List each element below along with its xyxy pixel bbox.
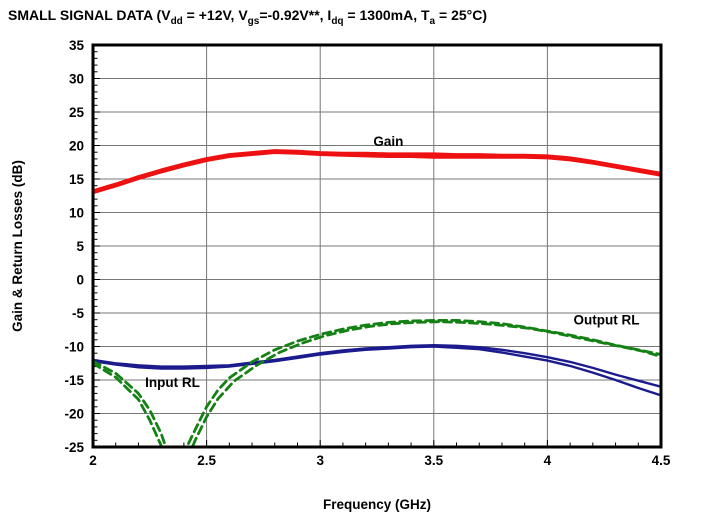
title-subscript: dq [331,16,344,27]
curves-group [93,149,661,447]
title-subscript: a [429,16,436,27]
x-tick-label: 2 [89,453,97,468]
plot-frame [91,43,663,449]
title-text: = 25°C) [435,7,488,23]
input-rl-label: Input RL [145,375,200,390]
y-tick-label: 0 [76,273,84,288]
title-subscript: gs [247,16,260,27]
input-rl-trace-2-curve [93,345,661,397]
x-tick-label: 2.5 [197,453,216,468]
title-text: =-0.92V**, I [259,7,332,23]
y-tick-label: -25 [64,440,84,455]
output-rl-trace-2-curve [93,320,661,447]
y-tick-label: 30 [69,72,84,87]
x-tick-label: 4.5 [652,453,671,468]
y-tick-label: 5 [76,239,84,254]
gain-trace-2-curve [93,149,661,193]
y-tick-label: -20 [64,407,84,422]
title-text: SMALL SIGNAL DATA (V [8,7,171,23]
output-rl-curve [93,318,661,447]
input-rl-curve [93,344,661,388]
chart-title: SMALL SIGNAL DATA (Vdd = +12V, Vgs=-0.92… [8,7,487,27]
output-rl-label: Output RL [573,313,639,328]
x-tick-label: 3 [316,453,324,468]
title-subscript: dd [170,16,183,27]
y-tick-label: -5 [72,306,84,321]
y-tick-label: 25 [69,105,85,120]
y-axis-title: Gain & Return Losses (dB) [10,160,25,332]
x-tick-label: 3.5 [424,453,443,468]
y-tick-label: -10 [64,340,84,355]
y-tick-label: 15 [69,172,85,187]
x-axis-title: Frequency (GHz) [323,497,431,512]
x-tick-label: 4 [544,453,552,468]
y-tick-label: -15 [64,373,84,388]
gain-label: Gain [373,134,403,149]
title-text: = +12V, V [182,7,248,23]
y-tick-label: 20 [69,139,84,154]
title-text: = 1300mA, T [343,7,430,23]
y-tick-label: 35 [69,38,85,53]
y-tick-label: 10 [69,206,84,221]
